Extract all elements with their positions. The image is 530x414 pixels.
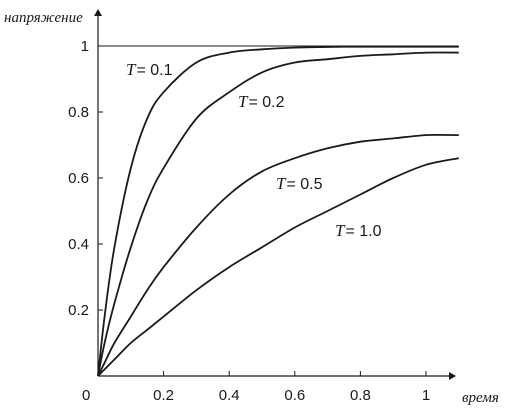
y-tick-label: 0.4 bbox=[68, 236, 89, 253]
x-tick-label: 1 bbox=[422, 387, 430, 404]
y-tick-label: 1 bbox=[81, 38, 89, 55]
curve-label: T= 0.1 bbox=[126, 60, 173, 79]
x-tick-label: 0.6 bbox=[284, 387, 305, 404]
y-tick-label: 0.6 bbox=[68, 170, 89, 187]
x-axis-title: время bbox=[462, 390, 499, 406]
annotations-group: T= 0.1T= 0.2T= 0.5T= 1.0 bbox=[126, 60, 382, 240]
curve-T-0-5 bbox=[97, 133, 459, 377]
y-tick-label: 0.8 bbox=[68, 104, 89, 121]
curve-T-0-1 bbox=[97, 45, 459, 377]
curve-label-value: = 0.5 bbox=[286, 176, 322, 193]
curve-label-variable: T bbox=[335, 221, 346, 240]
curve-label-variable: T bbox=[276, 174, 287, 193]
curve-label-variable: T bbox=[238, 92, 249, 111]
curve-label-value: = 0.1 bbox=[136, 62, 172, 79]
origin-label: 0 bbox=[82, 387, 90, 404]
curve-label: T= 1.0 bbox=[335, 221, 382, 240]
ticks-group: 0.2 0.4 0.6 0.8 1 0.2 0.4 0.6 0.8 1 bbox=[68, 38, 430, 404]
curve-T-0-2 bbox=[97, 51, 459, 377]
curve-label-value: = 1.0 bbox=[345, 223, 381, 240]
curve-label-value: = 0.2 bbox=[248, 94, 284, 111]
y-tick-label: 0.2 bbox=[68, 302, 89, 319]
curve-label: T= 0.5 bbox=[276, 174, 323, 193]
x-tick-label: 0.2 bbox=[153, 387, 174, 404]
curves-group bbox=[97, 45, 459, 377]
curve-label-variable: T bbox=[126, 60, 137, 79]
curve-label: T= 0.2 bbox=[238, 92, 285, 111]
x-tick-label: 0.4 bbox=[219, 387, 240, 404]
curve-T-1 bbox=[97, 157, 459, 377]
x-tick-label: 0.8 bbox=[350, 387, 371, 404]
y-axis-title: напряжение bbox=[4, 10, 83, 26]
